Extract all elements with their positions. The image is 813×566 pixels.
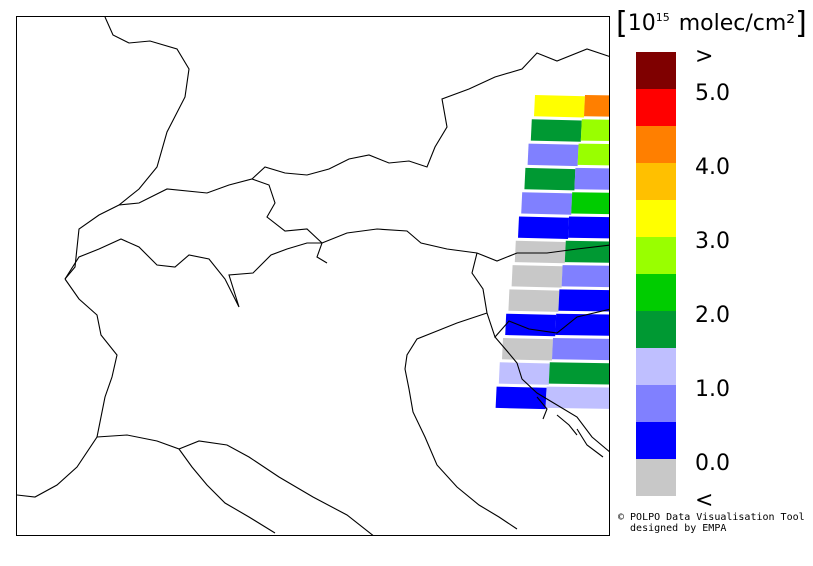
legend-swatch-10 <box>636 422 676 459</box>
legend-swatch-5 <box>636 237 676 274</box>
swath-pixel-2-1 <box>577 143 609 166</box>
swath-pixel-8-1 <box>558 289 609 312</box>
satellite-swath <box>495 95 609 410</box>
border-switzerland-italy <box>64 238 328 308</box>
legend-bracket-open: [ <box>616 6 628 41</box>
legend-swatch-9 <box>636 385 676 422</box>
swath-pixel-11-0 <box>498 362 550 385</box>
legend-swatch-7 <box>636 311 676 348</box>
credit-text: © POLPO Data Visualisation Tool designed… <box>618 512 805 534</box>
swath-pixel-0-1 <box>584 95 609 117</box>
legend-label-3: 4.0 <box>695 155 730 180</box>
swath-pixel-6-0 <box>514 240 566 264</box>
swath-pixel-1-0 <box>530 119 582 142</box>
border-switzerland-north <box>118 178 323 244</box>
unit-exponent: 15 <box>655 11 670 24</box>
swath-pixel-1-1 <box>580 119 609 142</box>
border-italy-france <box>17 278 118 498</box>
coastline-adriatic <box>404 312 518 530</box>
island-3 <box>576 428 604 458</box>
legend-label-0: > <box>695 44 714 69</box>
swath-pixel-9-0 <box>505 313 557 337</box>
legend-label-1: 5.0 <box>695 81 730 106</box>
borders-and-coastlines <box>17 17 609 535</box>
swath-pixel-3-0 <box>524 167 576 191</box>
legend-label-7: 2.0 <box>695 303 730 328</box>
legend-swatch-11 <box>636 459 676 496</box>
swath-pixel-9-1 <box>555 313 609 336</box>
swath-pixel-7-1 <box>561 265 609 288</box>
coastline-ligurian <box>96 434 276 534</box>
legend-label-9: 1.0 <box>695 377 730 402</box>
swath-pixel-7-0 <box>511 265 563 288</box>
island-2 <box>556 414 578 436</box>
map-svg <box>17 17 609 535</box>
border-austria-germany <box>251 48 609 180</box>
island-1 <box>536 396 548 420</box>
coastline-croatia <box>494 336 609 453</box>
unit-prefix: 10 <box>627 11 656 36</box>
swath-pixel-0-0 <box>534 95 585 118</box>
legend-label-5: 3.0 <box>695 229 730 254</box>
credit-line-2: designed by EMPA <box>618 523 727 534</box>
unit-suffix: molec/cm² <box>678 11 796 36</box>
swath-pixel-10-0 <box>502 338 553 361</box>
swath-pixel-3-1 <box>574 167 609 190</box>
swath-pixel-4-0 <box>521 192 573 215</box>
legend-swatch-6 <box>636 274 676 311</box>
legend-swatch-4 <box>636 200 676 237</box>
swath-pixel-11-1 <box>548 362 609 385</box>
swath-pixel-6-1 <box>564 240 609 263</box>
swath-pixel-5-1 <box>568 216 609 239</box>
swath-pixel-2-0 <box>527 143 579 167</box>
legend-label-11: 0.0 <box>695 451 730 476</box>
border-austria-italy <box>321 228 609 262</box>
border-slovenia <box>471 252 609 339</box>
credit-line-1: © POLPO Data Visualisation Tool <box>618 512 805 523</box>
swath-pixel-10-1 <box>552 338 609 361</box>
border-france-germany <box>64 17 190 280</box>
swath-pixel-8-0 <box>508 289 560 312</box>
legend-bracket-close: ] <box>795 6 807 41</box>
legend-unit-label: [1015 molec/cm²] <box>616 6 807 41</box>
border-apennines <box>178 440 374 535</box>
legend-swatch-0 <box>636 52 676 89</box>
swath-pixel-4-1 <box>571 192 609 215</box>
swath-pixel-12-0 <box>495 386 547 410</box>
legend-swatch-2 <box>636 126 676 163</box>
map-panel[interactable] <box>16 16 610 536</box>
legend-swatch-8 <box>636 348 676 385</box>
legend-color-bar <box>636 52 676 496</box>
legend-swatch-1 <box>636 89 676 126</box>
swath-pixel-12-1 <box>545 386 609 409</box>
legend-swatch-3 <box>636 163 676 200</box>
legend-label-12: < <box>695 488 714 513</box>
swath-pixel-5-0 <box>518 216 569 239</box>
